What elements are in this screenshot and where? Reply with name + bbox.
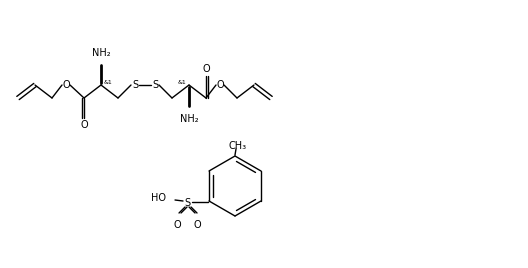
Text: &1: &1 xyxy=(104,80,113,85)
Text: O: O xyxy=(216,80,224,90)
Text: O: O xyxy=(202,64,210,74)
Text: HO: HO xyxy=(151,193,166,203)
Text: O: O xyxy=(173,220,181,230)
Text: S: S xyxy=(132,80,138,90)
Text: NH₂: NH₂ xyxy=(92,48,110,58)
Text: S: S xyxy=(184,198,190,208)
Text: S: S xyxy=(152,80,158,90)
Text: O: O xyxy=(193,220,201,230)
Text: O: O xyxy=(80,120,88,130)
Text: NH₂: NH₂ xyxy=(180,114,199,124)
Text: &1: &1 xyxy=(177,80,186,85)
Text: CH₃: CH₃ xyxy=(229,141,247,151)
Text: O: O xyxy=(62,80,70,90)
